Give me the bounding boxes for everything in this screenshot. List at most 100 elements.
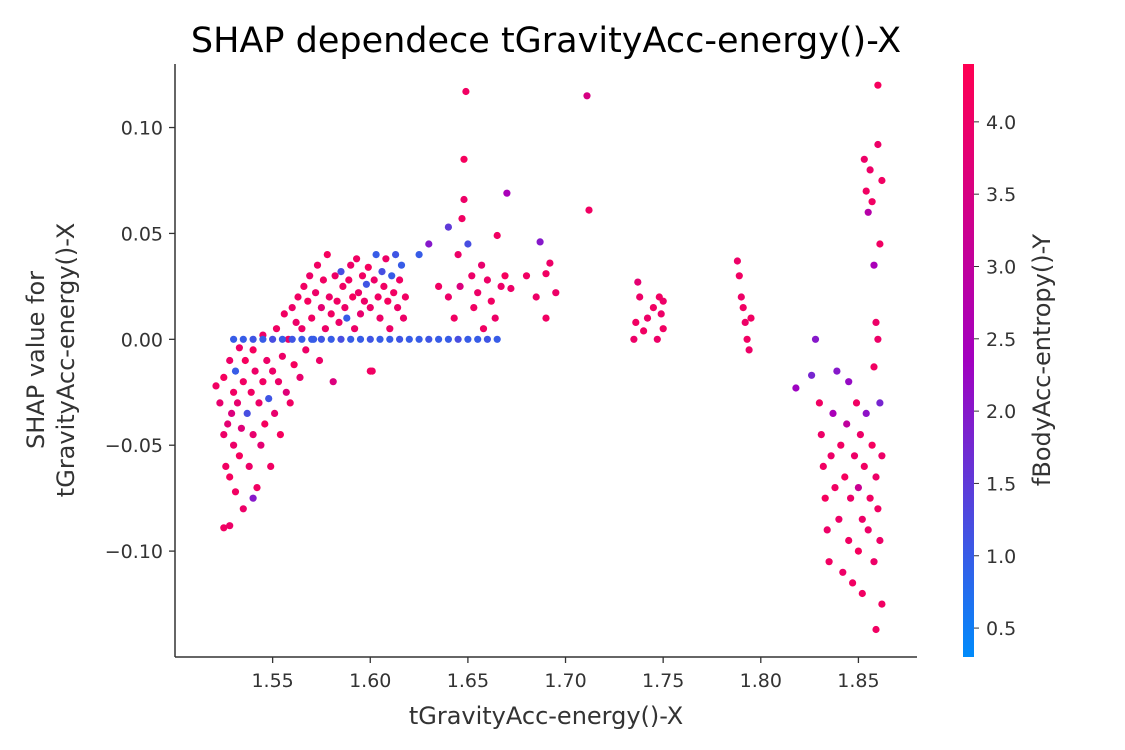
scatter-point [288, 304, 296, 312]
scatter-point [263, 356, 271, 365]
scatter-point [253, 484, 261, 492]
scatter-point [815, 399, 824, 407]
scatter-point [636, 293, 644, 301]
scatter-point [366, 304, 374, 312]
scatter-point [392, 251, 400, 259]
x-axis-ticks: 1.55 1.60 1.65 1.70 1.75 1.80 1.85 [251, 657, 880, 692]
scatter-point [220, 524, 228, 532]
scatter-point [435, 335, 443, 343]
scatter-point [737, 293, 745, 301]
scatter-point [532, 293, 540, 301]
scatter-point [360, 297, 368, 305]
scatter-point [878, 600, 886, 608]
scatter-point [267, 462, 275, 470]
scatter-point [468, 272, 476, 280]
scatter-point [380, 282, 388, 290]
scatter-point [483, 276, 491, 284]
scatter-point [856, 431, 865, 439]
scatter-point [870, 261, 878, 269]
scatter-point [265, 395, 273, 403]
scatter-point [479, 325, 488, 333]
scatter-point [319, 276, 327, 284]
scatter-point [835, 515, 843, 523]
scatter-point [450, 314, 458, 322]
colorbar-ticks: 0.5 1.0 1.5 2.0 2.5 3.0 3.5 4.0 [974, 112, 1016, 640]
scatter-point [378, 268, 386, 276]
scatter-point [366, 367, 374, 375]
scatter-point [850, 452, 859, 460]
y-axis-label-line2: tGravityAcc-energy()-X [52, 223, 80, 497]
scatter-point [237, 424, 245, 432]
colorbar-tick-label: 2.5 [986, 329, 1016, 351]
scatter-point [866, 494, 874, 502]
scatter-point [841, 473, 849, 481]
scatter-point [356, 310, 365, 318]
scatter-point [462, 87, 470, 96]
scatter-point [288, 335, 296, 343]
scatter-point [216, 399, 224, 407]
scatter-point [866, 166, 874, 174]
scatter-point [819, 462, 827, 470]
scatter-point [323, 251, 331, 259]
scatter-point [255, 399, 263, 407]
scatter-point [831, 484, 839, 492]
scatter-point [464, 240, 472, 248]
scatter-point [858, 515, 866, 523]
scatter-point [235, 452, 243, 460]
scatter-point [247, 388, 255, 396]
scatter-point [630, 335, 638, 343]
scatter-point [653, 335, 661, 343]
scatter-point [874, 140, 882, 149]
chart-title: SHAP dependece tGravityAcc-energy()-X [191, 21, 901, 61]
scatter-point [583, 92, 591, 100]
scatter-point [735, 272, 743, 280]
scatter-point [847, 494, 855, 502]
x-tick-label: 1.55 [251, 670, 293, 692]
scatter-point [335, 318, 343, 326]
colorbar-tick-label: 2.0 [986, 401, 1016, 423]
scatter-point [239, 335, 247, 343]
scatter-point [233, 399, 242, 407]
scatter-point [317, 304, 325, 312]
scatter-point [257, 441, 265, 449]
scatter-point [306, 272, 314, 280]
scatter-point [833, 367, 841, 375]
scatter-point [230, 335, 238, 343]
scatter-point [230, 441, 238, 449]
scatter-point [226, 522, 234, 530]
scatter-point [739, 304, 747, 312]
y-axis-ticks: 0.10 0.05 0.00 −0.05 −0.10 [105, 118, 175, 563]
scatter-point [249, 346, 257, 354]
scatter-point [501, 272, 509, 280]
scatter-point [347, 261, 355, 269]
scatter-point [444, 223, 452, 231]
scatter-point [792, 384, 800, 392]
scatter-point [837, 441, 845, 449]
scatter-point [386, 335, 394, 343]
scatter-point [396, 276, 404, 284]
scatter-point [503, 189, 511, 197]
scatter-point [249, 335, 257, 343]
scatter-point [874, 335, 882, 343]
scatter-point [278, 335, 286, 343]
scatter-point [860, 462, 868, 470]
scatter-point [872, 318, 880, 326]
scatter-point [271, 409, 279, 417]
scatter-point [231, 367, 240, 375]
scatter-point [415, 251, 423, 259]
scatter-point [274, 378, 283, 386]
scatter-point [243, 409, 251, 417]
scatter-point [425, 335, 433, 343]
scatter-point [376, 335, 384, 343]
scatter-point [542, 314, 550, 322]
scatter-point [743, 335, 751, 343]
scatter-point [649, 304, 658, 312]
scatter-point [370, 276, 378, 284]
scatter-point [325, 293, 333, 301]
scatter-point [349, 293, 357, 301]
scatter-point [249, 494, 257, 502]
scatter-point [876, 536, 884, 545]
scatter-point [390, 289, 398, 297]
scatter-point [286, 399, 294, 407]
scatter-point [239, 378, 247, 386]
